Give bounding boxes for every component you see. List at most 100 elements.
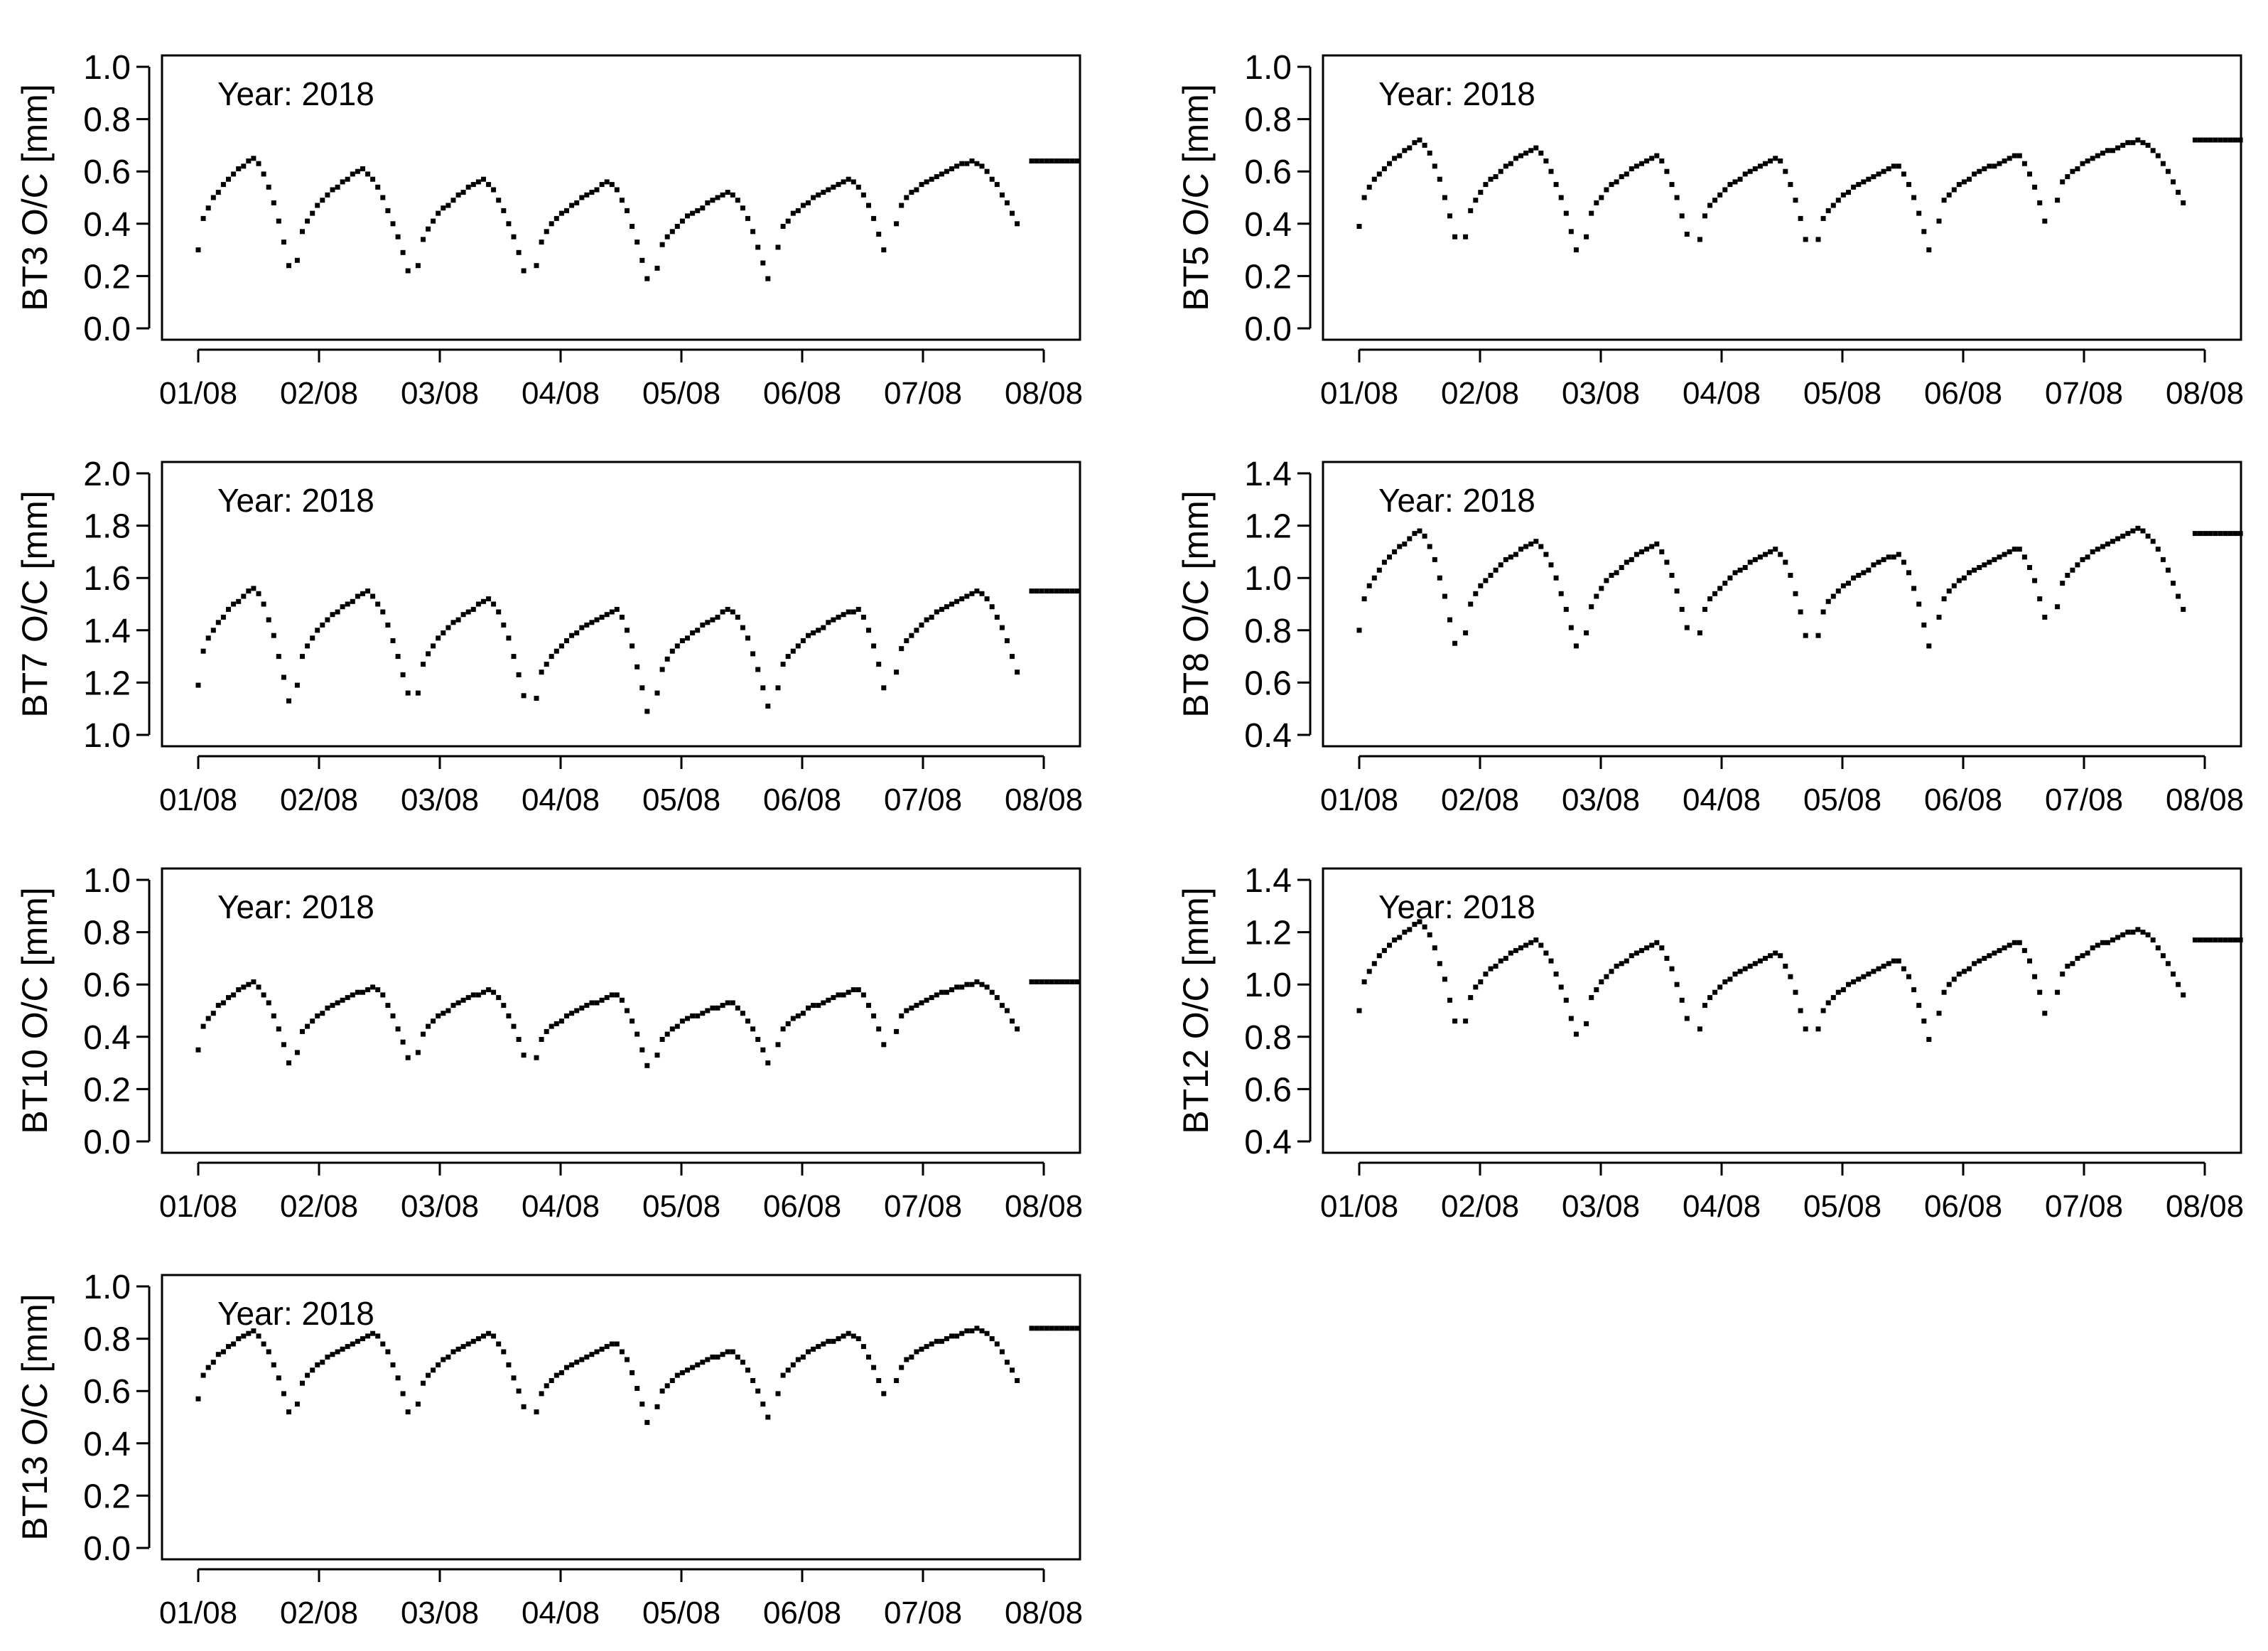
data-point [539, 240, 544, 245]
data-point [1911, 987, 1917, 993]
data-point [1029, 588, 1035, 594]
data-point [1936, 218, 1942, 224]
data-point [491, 187, 497, 193]
data-point [846, 989, 851, 995]
data-point [866, 628, 871, 633]
data-point [1548, 562, 1554, 568]
data-point [2042, 218, 2048, 224]
data-point [934, 174, 939, 180]
data-point [674, 1372, 680, 1378]
data-point [294, 1050, 300, 1055]
data-point [415, 690, 421, 696]
data-point [1049, 979, 1054, 984]
data-point [866, 1354, 871, 1360]
data-point [2016, 153, 2022, 158]
data-point [286, 1409, 291, 1415]
data-point [785, 1367, 791, 1373]
data-point [210, 628, 216, 633]
data-point [634, 1031, 640, 1037]
data-point [2037, 596, 2043, 602]
data-point [1664, 955, 1670, 961]
data-point [1381, 166, 1387, 171]
data-point [345, 1344, 350, 1350]
data-point [375, 184, 381, 190]
data-point [644, 276, 650, 281]
data-point [1951, 187, 1957, 193]
data-point [426, 226, 431, 232]
data-point [1508, 554, 1513, 560]
data-point [1488, 573, 1494, 578]
data-point [1412, 922, 1418, 927]
data-point [2055, 989, 2061, 995]
data-point [300, 229, 305, 235]
data-point [1861, 179, 1867, 185]
data-point [2080, 556, 2085, 562]
data-point [1609, 182, 1614, 188]
data-point [2027, 171, 2032, 177]
data-series [195, 156, 1080, 281]
data-point [1634, 163, 1639, 169]
data-point [426, 651, 431, 657]
data-point [2130, 528, 2136, 534]
x-tick-label: 02/08 [280, 783, 358, 817]
data-point [881, 247, 887, 253]
x-tick-label: 04/08 [522, 783, 600, 817]
data-point [446, 625, 451, 630]
data-point [554, 1372, 559, 1378]
data-point [350, 1341, 355, 1347]
data-point [450, 1003, 456, 1009]
data-point [276, 654, 281, 660]
data-point [1624, 559, 1629, 565]
data-point [2171, 581, 2176, 586]
data-point [974, 588, 980, 594]
data-point [496, 1341, 502, 1347]
data-point [614, 187, 620, 193]
x-tick-label: 04/08 [1683, 376, 1761, 411]
data-point [1783, 168, 1788, 174]
data-point [2080, 161, 2085, 166]
data-point [740, 205, 745, 211]
data-point [1793, 591, 1798, 596]
data-point [506, 1362, 512, 1367]
data-point [1763, 552, 1768, 557]
data-point [1422, 924, 1427, 930]
data-point [899, 646, 904, 652]
data-point [1876, 171, 1881, 177]
y-tick-label: 1.0 [83, 49, 131, 87]
data-point [2012, 940, 2017, 945]
data-point [320, 1360, 325, 1365]
data-point [431, 218, 436, 224]
data-point [1977, 168, 1982, 174]
data-point [1478, 190, 1484, 195]
data-point [949, 1333, 954, 1339]
data-point [2155, 945, 2161, 951]
data-point [310, 1018, 315, 1024]
x-tick-label: 06/08 [1924, 783, 2002, 817]
y-axis-title: BT7 O/C [mm] [15, 490, 55, 717]
data-point [2110, 937, 2115, 943]
data-point [1412, 531, 1418, 537]
data-point [2232, 531, 2238, 537]
data-point [2105, 940, 2110, 945]
data-point [2115, 145, 2121, 151]
data-point [954, 1333, 960, 1339]
data-point [715, 1354, 720, 1360]
data-point [1737, 176, 1743, 182]
data-point [659, 242, 665, 247]
x-tick-label: 04/08 [522, 376, 600, 411]
data-point [1654, 541, 1660, 547]
data-point [436, 635, 441, 641]
data-point [1614, 570, 1619, 576]
data-point [455, 1000, 461, 1006]
data-point [1639, 947, 1644, 953]
data-point [1634, 552, 1639, 557]
data-point [659, 1388, 665, 1394]
data-point [2228, 937, 2233, 943]
data-point [850, 1333, 856, 1339]
data-point [415, 1050, 421, 1055]
data-point [1543, 158, 1549, 163]
data-point [220, 614, 226, 620]
data-point [1825, 1000, 1831, 1006]
y-tick-label: 1.0 [1244, 49, 1292, 87]
data-point [999, 192, 1005, 198]
